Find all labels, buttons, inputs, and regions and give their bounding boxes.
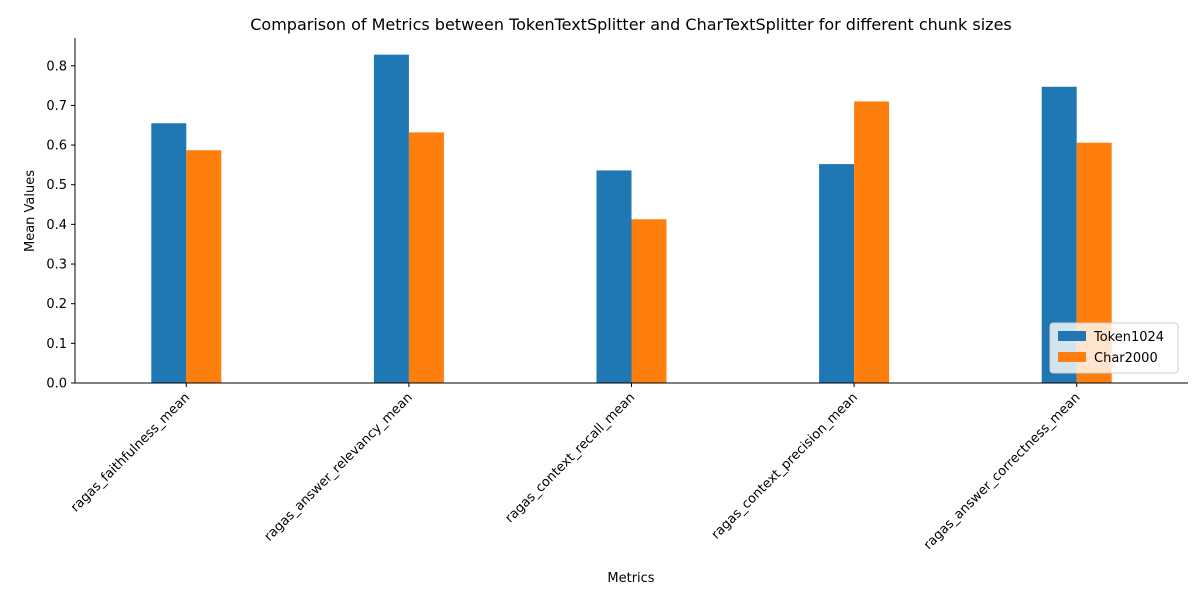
- bar-token1024-0: [151, 123, 187, 384]
- x-axis-title: Metrics: [607, 571, 654, 586]
- legend-label-char2000: Char2000: [1094, 351, 1158, 366]
- bar-char2000-0: [186, 150, 222, 383]
- legend: Token1024 Char2000: [1049, 322, 1179, 374]
- x-tick-label: ragas_context_precision_mean: [709, 390, 861, 542]
- x-tick-label: ragas_answer_correctness_mean: [921, 390, 1084, 553]
- legend-label-token1024: Token1024: [1093, 330, 1164, 345]
- y-tick-label: 0.1: [46, 337, 67, 352]
- bar-token1024-2: [596, 170, 632, 383]
- bar-char2000-3: [854, 101, 890, 383]
- y-tick-label: 0.5: [46, 178, 67, 193]
- y-tick-label: 0.3: [46, 258, 67, 273]
- y-tick-label: 0.2: [46, 297, 67, 312]
- x-tick-label: ragas_answer_relevancy_mean: [262, 390, 416, 544]
- bar-char2000-1: [408, 132, 444, 383]
- y-tick-label: 0.4: [46, 218, 67, 233]
- chart-title: Comparison of Metrics between TokenTextS…: [250, 15, 1012, 34]
- y-axis-title: Mean Values: [23, 170, 38, 252]
- y-tick-label: 0.8: [46, 59, 67, 74]
- y-tick-label: 0.6: [46, 139, 67, 154]
- x-tick-label: ragas_faithfulness_mean: [68, 390, 193, 515]
- legend-swatch-char2000: [1058, 352, 1086, 362]
- legend-swatch-token1024: [1058, 331, 1086, 341]
- bar-token1024-3: [819, 164, 855, 383]
- y-tick-label: 0.7: [46, 99, 67, 114]
- y-tick-label: 0.0: [46, 377, 67, 392]
- bar-token1024-1: [373, 54, 409, 383]
- x-tick-label: ragas_context_recall_mean: [503, 390, 639, 526]
- bar-char2000-2: [631, 219, 667, 383]
- plot-area: 0.0 0.1 0.2 0.3 0.4 0.5 0.6 0.7 0.8 ragas_faithfu…: [46, 38, 1188, 553]
